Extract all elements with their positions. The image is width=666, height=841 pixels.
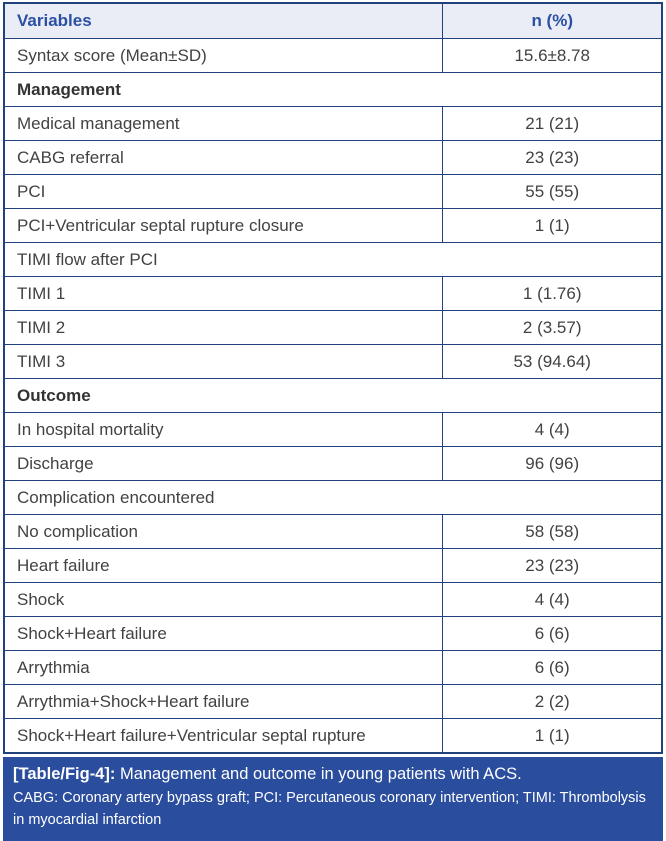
value-cell: 1 (1): [442, 208, 663, 243]
table-row: Arrythmia+Shock+Heart failure 2 (2): [3, 684, 663, 719]
value-cell: 23 (23): [442, 548, 663, 583]
variable-cell: PCI: [3, 174, 444, 209]
variable-cell: PCI+Ventricular septal rupture closure: [3, 208, 444, 243]
value-cell: 4 (4): [442, 412, 663, 447]
variable-cell: Heart failure: [3, 548, 444, 583]
value-cell: 21 (21): [442, 106, 663, 141]
value-cell: 1 (1): [442, 718, 663, 754]
value-cell: 15.6±8.78: [442, 38, 663, 73]
table-header-row: Variables n (%): [3, 2, 663, 39]
column-header-n-percent: n (%): [442, 2, 663, 39]
value-cell: 55 (55): [442, 174, 663, 209]
table-row: PCI+Ventricular septal rupture closure 1 …: [3, 208, 663, 243]
value-cell: 58 (58): [442, 514, 663, 549]
results-table: Variables n (%) Syntax score (Mean±SD) 15…: [3, 2, 663, 754]
column-header-variables: Variables: [3, 2, 444, 39]
table-row: Medical management 21 (21): [3, 106, 663, 141]
variable-cell: Arrythmia+Shock+Heart failure: [3, 684, 444, 719]
variable-cell: No complication: [3, 514, 444, 549]
value-cell: 6 (6): [442, 616, 663, 651]
table-row: Syntax score (Mean±SD) 15.6±8.78: [3, 38, 663, 73]
caption-title: Management and outcome in young patients…: [119, 765, 522, 783]
section-label: TIMI flow after PCI: [3, 242, 663, 277]
variable-cell: TIMI 3: [3, 344, 444, 379]
value-cell: 23 (23): [442, 140, 663, 175]
section-label: Complication encountered: [3, 480, 663, 515]
value-cell: 2 (3.57): [442, 310, 663, 345]
section-row: Complication encountered: [3, 480, 663, 515]
section-row: Outcome: [3, 378, 663, 413]
table-row: TIMI 3 53 (94.64): [3, 344, 663, 379]
value-cell: 1 (1.76): [442, 276, 663, 311]
table-row: PCI 55 (55): [3, 174, 663, 209]
variable-cell: Shock+Heart failure+Ventricular septal r…: [3, 718, 444, 754]
variable-cell: Medical management: [3, 106, 444, 141]
variable-cell: TIMI 2: [3, 310, 444, 345]
table-row: Arrythmia 6 (6): [3, 650, 663, 685]
table-row: Shock 4 (4): [3, 582, 663, 617]
value-cell: 2 (2): [442, 684, 663, 719]
table-row: CABG referral 23 (23): [3, 140, 663, 175]
caption-title-line: [Table/Fig-4]: Management and outcome in…: [13, 763, 653, 787]
section-label: Management: [3, 72, 663, 107]
caption-tag: [Table/Fig-4]:: [13, 765, 116, 783]
table-row: No complication 58 (58): [3, 514, 663, 549]
variable-cell: Shock+Heart failure: [3, 616, 444, 651]
variable-cell: TIMI 1: [3, 276, 444, 311]
value-cell: 4 (4): [442, 582, 663, 617]
value-cell: 53 (94.64): [442, 344, 663, 379]
table-row: Heart failure 23 (23): [3, 548, 663, 583]
table-row: Shock+Heart failure 6 (6): [3, 616, 663, 651]
table-caption: [Table/Fig-4]: Management and outcome in…: [3, 757, 663, 841]
value-cell: 96 (96): [442, 446, 663, 481]
table-row: Shock+Heart failure+Ventricular septal r…: [3, 718, 663, 754]
variable-cell: CABG referral: [3, 140, 444, 175]
variable-cell: Discharge: [3, 446, 444, 481]
value-cell: 6 (6): [442, 650, 663, 685]
variable-cell: In hospital mortality: [3, 412, 444, 447]
table-row: In hospital mortality 4 (4): [3, 412, 663, 447]
section-label: Outcome: [3, 378, 663, 413]
caption-footnote: CABG: Coronary artery bypass graft; PCI:…: [13, 789, 646, 829]
variable-cell: Arrythmia: [3, 650, 444, 685]
variable-cell: Shock: [3, 582, 444, 617]
section-row: Management: [3, 72, 663, 107]
variable-cell: Syntax score (Mean±SD): [3, 38, 444, 73]
section-row: TIMI flow after PCI: [3, 242, 663, 277]
table-row: Discharge 96 (96): [3, 446, 663, 481]
